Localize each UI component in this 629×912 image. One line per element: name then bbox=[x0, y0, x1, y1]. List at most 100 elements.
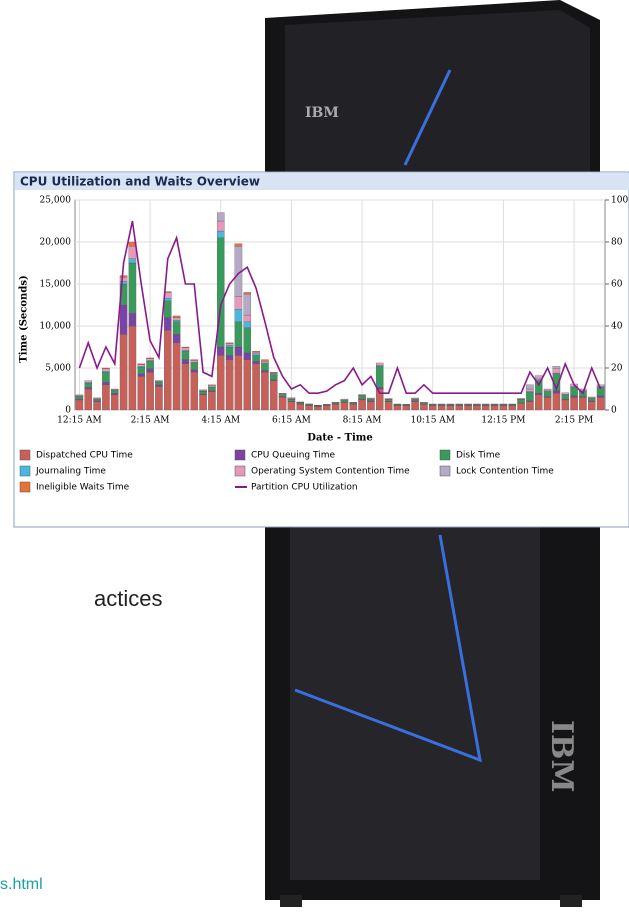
y2-tick-label: 40 bbox=[611, 322, 623, 332]
bar-segment bbox=[199, 391, 207, 395]
bar-segment bbox=[163, 330, 172, 411]
bar-segment bbox=[526, 388, 534, 392]
bar-segment bbox=[420, 403, 428, 411]
bar-segment bbox=[84, 380, 93, 383]
bar-segment bbox=[163, 317, 172, 331]
bar-segment bbox=[314, 406, 322, 411]
bar-segment bbox=[367, 401, 375, 411]
bar-segment bbox=[261, 372, 269, 411]
bar-segment bbox=[411, 397, 419, 399]
bar-segment bbox=[225, 345, 234, 348]
bar-segment bbox=[216, 346, 225, 356]
bar-segment bbox=[128, 313, 137, 327]
bar-segment bbox=[340, 398, 349, 401]
link-text[interactable]: s.html bbox=[0, 876, 43, 893]
y-tick-label: 15,000 bbox=[40, 280, 72, 290]
legend-swatch bbox=[234, 449, 246, 461]
bar-segment bbox=[446, 405, 455, 411]
bar-segment bbox=[579, 397, 587, 411]
bar-segment bbox=[261, 363, 269, 371]
bar-segment bbox=[552, 393, 561, 411]
bar-segment bbox=[508, 405, 517, 411]
x-tick-label: 6:15 AM bbox=[272, 416, 311, 426]
bar-segment bbox=[225, 355, 234, 360]
legend-swatch bbox=[19, 449, 31, 461]
bar-segment bbox=[243, 352, 252, 360]
bar-segment bbox=[384, 398, 393, 400]
bar-segment bbox=[287, 401, 296, 411]
bar-segment bbox=[411, 401, 419, 411]
bar-segment bbox=[181, 359, 190, 364]
bar-segment bbox=[128, 325, 137, 411]
bar-segment bbox=[146, 368, 154, 373]
bar-segment bbox=[402, 405, 411, 411]
bar-segment bbox=[296, 403, 305, 411]
bar-segment bbox=[208, 387, 216, 391]
bar-segment bbox=[411, 398, 419, 401]
body-text: actices bbox=[94, 586, 162, 611]
y-tick-label: 25,000 bbox=[40, 196, 72, 206]
bar-segment bbox=[208, 391, 216, 411]
bar-segment bbox=[252, 361, 260, 364]
bar-segment bbox=[526, 392, 534, 401]
bar-segment bbox=[517, 398, 525, 400]
bar-segment bbox=[225, 346, 234, 356]
bar-segment bbox=[146, 358, 154, 361]
bar-segment bbox=[534, 394, 543, 411]
bar-segment bbox=[490, 405, 499, 411]
bar-segment bbox=[102, 368, 110, 372]
bar-segment bbox=[172, 315, 181, 318]
legend-label: Dispatched CPU Time bbox=[36, 451, 133, 461]
bar-segment bbox=[137, 376, 146, 411]
bar-segment bbox=[358, 394, 366, 396]
bar-segment bbox=[517, 403, 525, 411]
bar-segment bbox=[322, 405, 331, 411]
bar-segment bbox=[596, 395, 605, 398]
y-tick-label: 20,000 bbox=[40, 238, 72, 248]
bar-segment bbox=[481, 405, 490, 411]
legend-label: CPU Queuing Time bbox=[251, 451, 335, 461]
bar-segment bbox=[367, 398, 375, 401]
bar-segment bbox=[172, 317, 181, 321]
x-tick-label: 2:15 AM bbox=[131, 416, 170, 426]
bar-segment bbox=[190, 369, 199, 373]
legend-swatch bbox=[439, 449, 451, 461]
bar-segment bbox=[137, 373, 146, 377]
bar-segment bbox=[367, 397, 375, 399]
bar-segment bbox=[137, 364, 146, 367]
bar-segment bbox=[84, 382, 93, 388]
bar-segment bbox=[473, 405, 481, 411]
bar-segment bbox=[526, 401, 534, 411]
bar-segment bbox=[163, 300, 172, 318]
bar-segment bbox=[543, 397, 552, 411]
bar-segment bbox=[110, 390, 119, 394]
bar-segment bbox=[375, 362, 384, 366]
bar-segment bbox=[261, 370, 269, 373]
bar-segment bbox=[384, 399, 393, 402]
bar-segment bbox=[84, 387, 93, 390]
bar-segment bbox=[102, 367, 110, 369]
bar-segment bbox=[225, 343, 234, 346]
bar-segment bbox=[596, 384, 605, 387]
bar-segment bbox=[137, 367, 146, 375]
bar-segment bbox=[234, 321, 243, 348]
bar-segment bbox=[128, 258, 137, 264]
bar-segment bbox=[517, 399, 525, 404]
bar-segment bbox=[534, 393, 543, 396]
y2-tick-label: 0 bbox=[611, 406, 617, 416]
bar-segment bbox=[190, 372, 199, 411]
bar-segment bbox=[587, 396, 596, 398]
bar-segment bbox=[340, 402, 349, 411]
bar-segment bbox=[181, 363, 190, 411]
bar-segment bbox=[155, 384, 163, 387]
legend-label: Partition CPU Utilization bbox=[251, 483, 358, 493]
bar-segment bbox=[393, 405, 402, 411]
y-tick-label: 10,000 bbox=[40, 322, 72, 332]
bar-segment bbox=[278, 397, 287, 411]
x-tick-label: 12:15 AM bbox=[57, 416, 102, 426]
bar-segment bbox=[552, 368, 561, 374]
bar-segment bbox=[526, 384, 534, 390]
y2-tick-label: 60 bbox=[611, 280, 623, 290]
y-tick-label: 0 bbox=[65, 406, 71, 416]
